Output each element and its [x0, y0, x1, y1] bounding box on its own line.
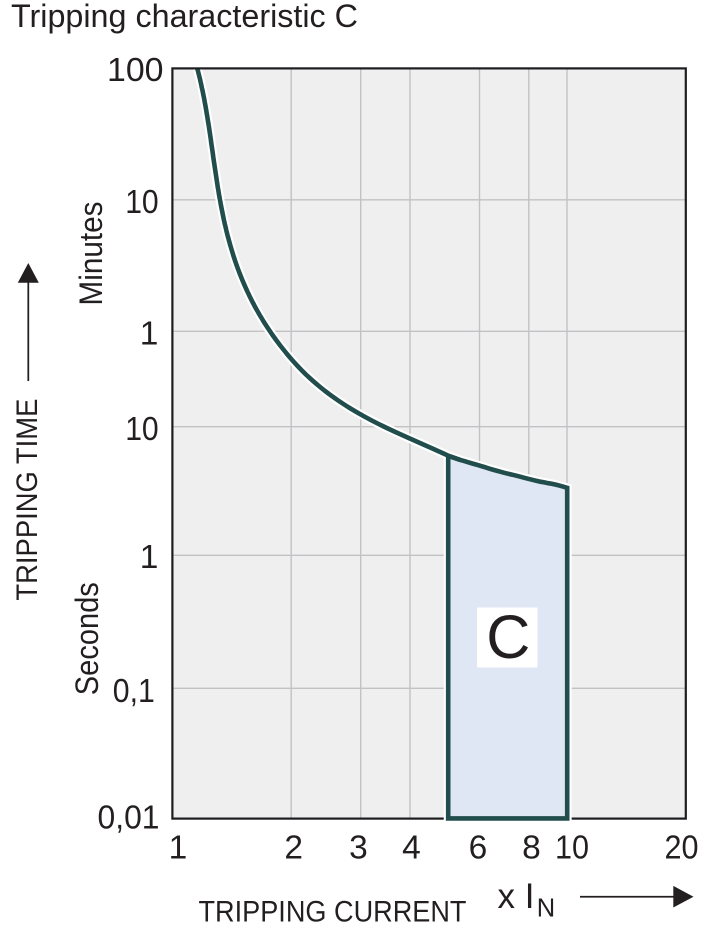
- svg-text:TRIPPING CURRENT: TRIPPING CURRENT: [199, 896, 467, 928]
- svg-text:0,01: 0,01: [98, 799, 160, 836]
- svg-text:1: 1: [140, 315, 159, 352]
- svg-text:100: 100: [107, 52, 164, 89]
- svg-text:3: 3: [349, 829, 368, 866]
- svg-text:1: 1: [140, 539, 159, 576]
- svg-text:6: 6: [469, 829, 488, 866]
- svg-text:4: 4: [402, 829, 421, 866]
- svg-text:Tripping characteristic C: Tripping characteristic C: [11, 0, 358, 34]
- svg-text:1: 1: [169, 829, 188, 866]
- svg-text:Minutes: Minutes: [73, 202, 109, 306]
- svg-text:0,1: 0,1: [113, 673, 155, 710]
- svg-text:10: 10: [125, 411, 159, 448]
- svg-text:TRIPPING TIME: TRIPPING TIME: [11, 399, 44, 601]
- svg-text:10: 10: [555, 829, 589, 866]
- svg-text:2: 2: [284, 829, 303, 866]
- svg-text:C: C: [486, 603, 530, 671]
- svg-text:N: N: [537, 895, 555, 923]
- svg-text:8: 8: [522, 829, 541, 866]
- svg-text:10: 10: [125, 184, 159, 221]
- svg-text:20: 20: [665, 829, 699, 866]
- svg-text:Seconds: Seconds: [69, 582, 105, 695]
- svg-text:x I: x I: [498, 877, 535, 916]
